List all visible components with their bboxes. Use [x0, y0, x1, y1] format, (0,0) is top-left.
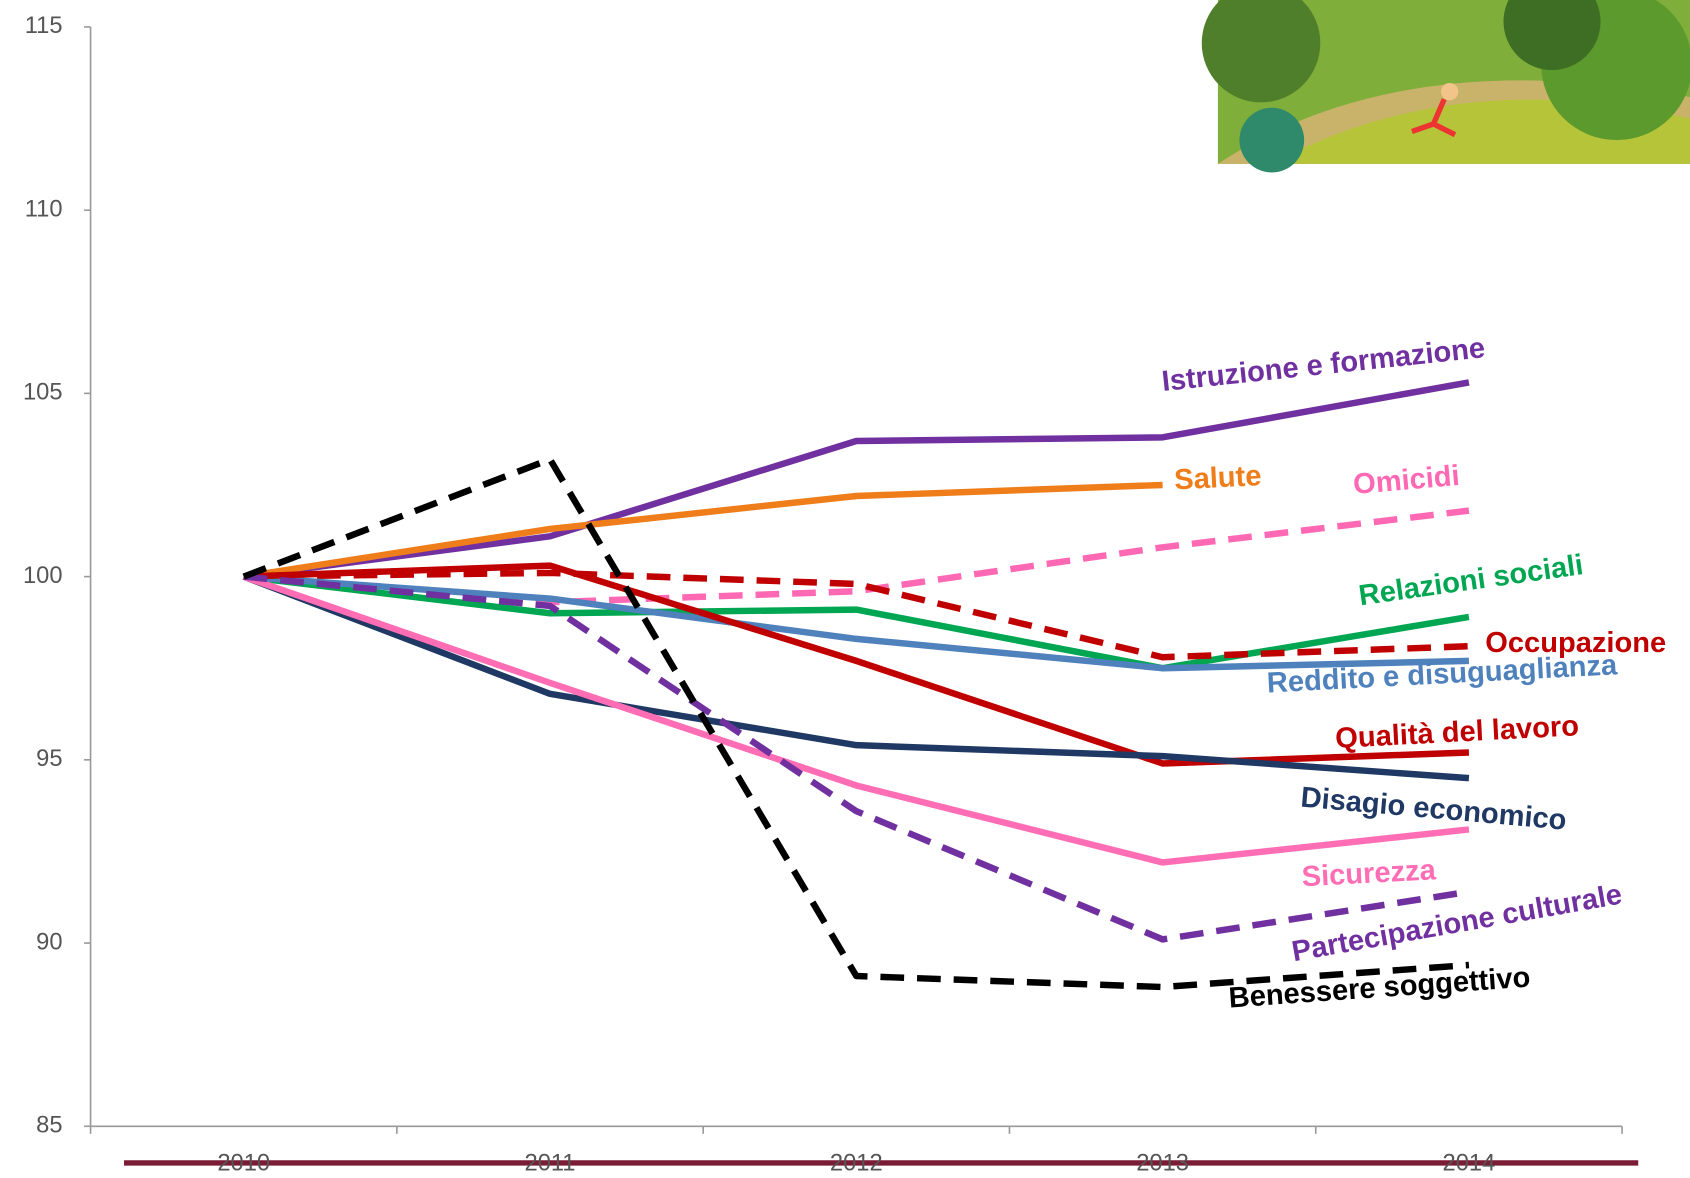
x-tick-label: 2014: [1443, 1150, 1496, 1176]
x-tick-label: 2013: [1136, 1150, 1189, 1176]
series-line: [243, 562, 1470, 767]
y-tick-label: 90: [36, 929, 62, 955]
y-tick-label: 115: [25, 13, 63, 39]
x-tick-label: 2012: [830, 1150, 883, 1176]
y-tick-label: 85: [36, 1113, 62, 1139]
series-label: Omicidi: [1352, 460, 1461, 501]
series-label: Qualità del lavoro: [1334, 710, 1579, 755]
y-tick-label: 100: [23, 563, 63, 589]
series-line: [243, 569, 1470, 661]
series-line: [243, 481, 1163, 580]
series-label: Relazioni sociali: [1357, 549, 1586, 612]
series-line: [243, 379, 1470, 580]
series-line: [242, 573, 1470, 866]
y-tick-label: 105: [23, 380, 63, 406]
x-tick-label: 2010: [217, 1150, 270, 1176]
series-line: [243, 573, 1469, 672]
series-label: Salute: [1173, 460, 1262, 497]
x-tick-label: 2011: [525, 1150, 576, 1176]
series-label: Disagio economico: [1299, 782, 1567, 837]
series-line: [242, 456, 1470, 991]
y-tick-label: 95: [36, 746, 62, 772]
decorative-image: [1201, 0, 1690, 173]
y-tick-label: 110: [25, 196, 63, 222]
series-line: [243, 573, 1470, 943]
series-label: Sicurezza: [1301, 854, 1437, 893]
series-label: Reddito e disuguaglianza: [1266, 649, 1619, 699]
series-label: Occupazione: [1485, 627, 1666, 659]
series-line: [242, 573, 1470, 782]
series-label: Partecipazione culturale: [1289, 879, 1624, 969]
